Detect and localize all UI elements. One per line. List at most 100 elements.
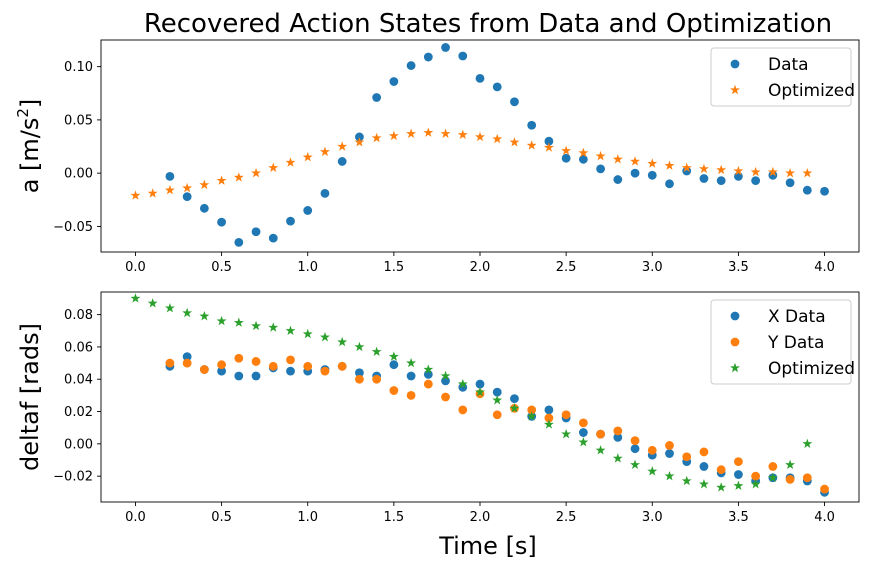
data-point [682, 452, 692, 462]
data-point [767, 472, 778, 482]
data-point [303, 361, 313, 371]
data-point [423, 379, 433, 389]
data-point [802, 473, 812, 483]
data-point [509, 403, 520, 413]
data-point [526, 140, 537, 150]
data-point [199, 311, 210, 321]
data-point [681, 475, 692, 486]
data-point [716, 164, 727, 175]
legend: X Data Y Data Optimized [710, 299, 855, 385]
data-point [406, 371, 416, 381]
data-point [320, 332, 330, 342]
data-point [768, 462, 778, 471]
data-point [268, 361, 278, 371]
data-point [371, 132, 382, 143]
data-point [130, 190, 141, 200]
data-point [595, 445, 606, 455]
data-point [785, 167, 796, 178]
x-tick-label: 1.0 [297, 260, 318, 275]
legend-marker [730, 311, 740, 321]
data-point [251, 167, 261, 178]
data-point [647, 466, 658, 476]
data-point [406, 390, 416, 400]
data-point [492, 133, 503, 144]
y-tick-label: 0.00 [64, 167, 93, 182]
data-point [510, 97, 519, 107]
data-point [217, 360, 226, 370]
data-point [716, 482, 727, 492]
data-point [251, 320, 261, 331]
data-point [802, 167, 813, 178]
data-point [217, 217, 226, 227]
legend-label: Y Data [767, 333, 824, 353]
data-point [234, 353, 244, 363]
data-point [165, 171, 175, 181]
data-point [216, 315, 227, 326]
data-point [612, 453, 623, 463]
data-point [355, 374, 364, 384]
data-point [182, 192, 192, 202]
data-point [285, 325, 296, 335]
data-point [423, 52, 433, 62]
data-point [734, 470, 743, 479]
data-point [699, 447, 709, 457]
data-point [216, 175, 227, 185]
y-tick-label: −0.02 [53, 470, 93, 485]
data-point [664, 160, 675, 170]
data-point [820, 186, 829, 196]
data-point [354, 137, 365, 147]
data-point [475, 131, 485, 142]
data-point [199, 365, 209, 374]
data-point [699, 163, 709, 174]
data-point [372, 93, 382, 102]
data-point [526, 411, 537, 421]
x-tick-label: 4.0 [814, 260, 835, 275]
data-point [268, 322, 279, 332]
top-ylabel: a [m/s2] [14, 99, 44, 194]
data-point [785, 474, 795, 484]
data-point [440, 370, 451, 381]
data-point [458, 51, 468, 61]
data-point [475, 379, 485, 389]
data-point [768, 170, 778, 180]
data-point [355, 132, 364, 142]
data-point [423, 364, 434, 374]
chart-title: Recovered Action States from Data and Op… [144, 9, 832, 39]
data-point [751, 471, 761, 481]
data-point [543, 142, 554, 152]
bottom-xlabel: Time [s] [438, 532, 537, 560]
data-point [543, 419, 554, 429]
legend-marker [730, 362, 740, 373]
x-tick-label: 0.0 [125, 510, 146, 525]
data-point [665, 449, 674, 458]
data-point [441, 43, 450, 52]
data-point [630, 459, 640, 470]
data-point [802, 185, 812, 195]
data-point [802, 438, 813, 449]
data-point [561, 145, 572, 155]
data-point [251, 371, 261, 381]
data-point [406, 128, 417, 138]
data-point [751, 176, 761, 186]
data-point [130, 293, 141, 303]
data-point [164, 185, 175, 195]
data-point [182, 182, 193, 193]
data-point [286, 366, 295, 376]
legend-label: Data [768, 55, 809, 75]
y-tick-label: 0.08 [64, 308, 93, 323]
x-tick-label: 0.5 [211, 260, 232, 275]
data-point [647, 158, 658, 168]
legend-marker [730, 84, 740, 95]
data-point [561, 410, 571, 420]
y-tick-label: 0.04 [64, 373, 93, 388]
data-point [561, 428, 572, 439]
data-point [492, 395, 503, 405]
data-point [182, 358, 192, 368]
y-tick-label: 0.00 [64, 437, 93, 452]
data-point [372, 374, 382, 384]
data-point [458, 405, 468, 415]
data-point [612, 154, 623, 164]
top-ylabel-sup: 2 [14, 108, 32, 118]
data-point [440, 128, 451, 138]
